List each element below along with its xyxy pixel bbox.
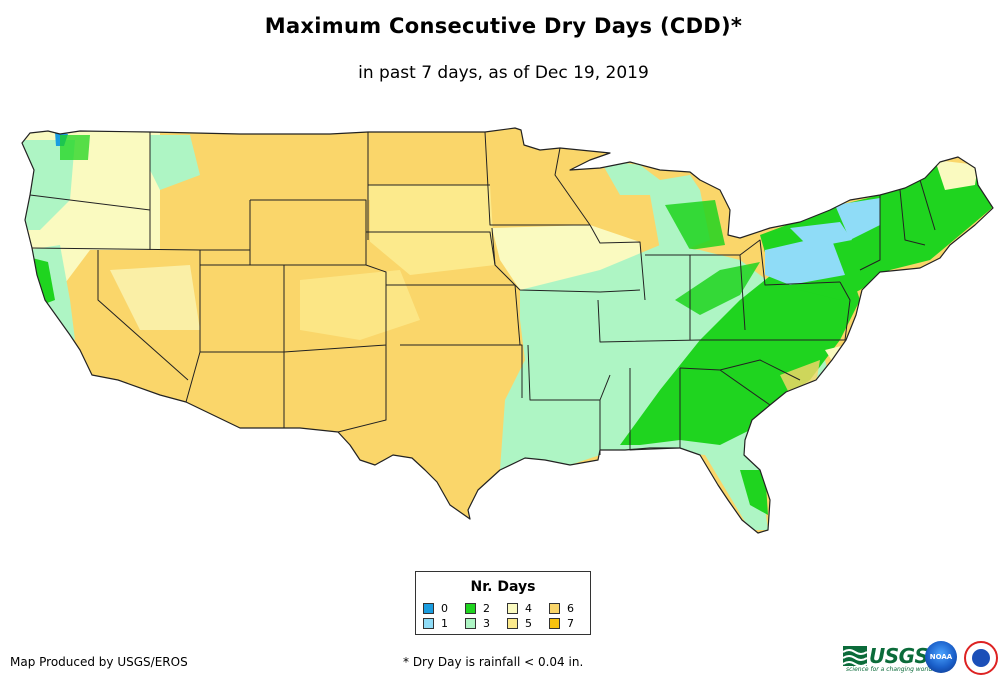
legend-label-2: 2 — [483, 602, 490, 615]
legend-swatch-7 — [549, 618, 560, 629]
legend-title: Nr. Days — [470, 579, 536, 595]
map-title: Maximum Consecutive Dry Days (CDD)* — [264, 14, 743, 38]
legend-label-3: 3 — [483, 617, 490, 630]
legend-label-4: 4 — [525, 602, 532, 615]
nws-emblem-icon — [972, 649, 990, 667]
legend-swatch-2 — [465, 603, 476, 614]
legend-label-7: 7 — [567, 617, 574, 630]
footnote-text: * Dry Day is rainfall < 0.04 in. — [403, 655, 584, 669]
usgs-wordmark: USGS — [869, 644, 929, 668]
legend-label-5: 5 — [525, 617, 532, 630]
legend-swatch-3 — [465, 618, 476, 629]
nws-logo — [964, 641, 998, 675]
map-legend: Nr. Days 0 1 2 3 4 5 6 7 — [415, 571, 591, 635]
noaa-wordmark: NOAA — [929, 653, 953, 661]
usgs-logo: USGS — [843, 643, 929, 669]
usgs-tagline: science for a changing world — [846, 666, 933, 673]
map-subtitle: in past 7 days, as of Dec 19, 2019 — [358, 63, 649, 83]
noaa-logo: NOAA — [925, 641, 957, 673]
usgs-wave-icon — [843, 646, 867, 666]
legend-swatch-5 — [507, 618, 518, 629]
credit-text: Map Produced by USGS/EROS — [10, 655, 188, 669]
legend-swatch-0 — [423, 603, 434, 614]
legend-swatch-6 — [549, 603, 560, 614]
legend-label-6: 6 — [567, 602, 574, 615]
legend-swatch-4 — [507, 603, 518, 614]
legend-label-0: 0 — [441, 602, 448, 615]
legend-label-1: 1 — [441, 617, 448, 630]
cdd-map — [21, 127, 994, 534]
legend-swatch-1 — [423, 618, 434, 629]
